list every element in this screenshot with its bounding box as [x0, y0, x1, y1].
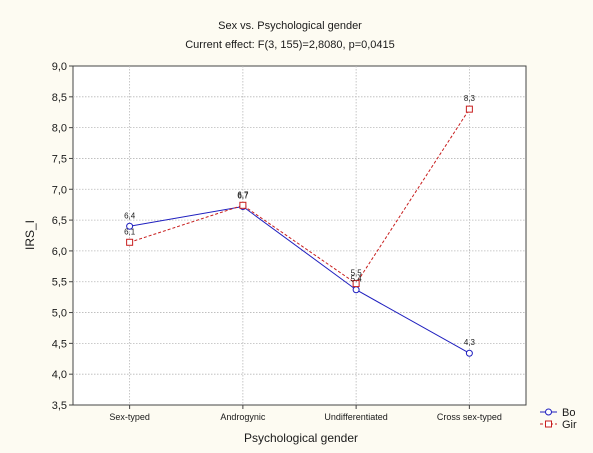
y-tick-label: 4,5: [52, 338, 67, 350]
y-tick-label: 5,5: [52, 277, 67, 289]
data-point: [352, 280, 360, 288]
chart-subtitle: Current effect: F(3, 155)=2,8080, p=0,04…: [185, 39, 395, 51]
data-label: 6,7: [237, 192, 249, 201]
data-point: [465, 349, 473, 357]
data-point: [126, 222, 134, 230]
legend-marker: [545, 420, 552, 428]
data-labels: 6,46,75,44,36,16,75,58,3: [124, 94, 475, 347]
data-point: [126, 238, 134, 246]
x-tick-label: Sex-typed: [109, 412, 150, 422]
data-label: 6,4: [124, 211, 136, 220]
y-tick-label: 4,0: [52, 369, 67, 381]
data-label: 5,4: [351, 275, 363, 284]
x-axis-ticks: Sex-typed Androgynic Undifferentiated Cross…: [109, 405, 502, 422]
y-tick-label: 9,0: [52, 61, 67, 73]
x-tick-label: Cross sex-typed: [437, 412, 502, 422]
legend-label: Bo: [562, 407, 575, 419]
y-tick-label: 6,5: [52, 215, 67, 227]
x-axis-title: Psychological gender: [244, 431, 358, 445]
chart-title: Sex vs. Psychological gender: [218, 20, 362, 32]
y-tick-label: 7,5: [52, 153, 67, 165]
y-axis-title: IRS_I: [23, 220, 37, 250]
data-label: 6,7: [237, 190, 249, 199]
data-point: [352, 286, 360, 294]
legend-marker: [545, 408, 552, 416]
data-label: 6,1: [124, 227, 136, 236]
series-line: [129, 206, 470, 354]
y-axis-ticks: 3,5 4,0 4,5 5,0 5,5 6,0 6,5 7,0 7,5 8,0 8,5 9,0: [52, 61, 73, 412]
plot-area: [72, 65, 527, 406]
data-label: 4,3: [464, 338, 476, 347]
y-tick-label: 7,0: [52, 184, 67, 196]
data-label: 8,3: [464, 94, 476, 103]
series-lines: [126, 105, 473, 357]
y-tick-label: 8,5: [52, 92, 67, 104]
x-tick-label: Androgynic: [220, 412, 266, 422]
data-label: 5,5: [351, 269, 363, 278]
y-tick-label: 8,0: [52, 123, 67, 135]
y-tick-label: 3,5: [52, 400, 67, 412]
series-line: [129, 108, 470, 285]
grid: [73, 66, 526, 405]
x-tick-label: Undifferentiated: [324, 412, 387, 422]
data-point: [465, 105, 473, 113]
y-tick-label: 5,0: [52, 308, 67, 320]
legend-label: Gir: [562, 419, 577, 431]
data-point: [239, 201, 247, 209]
y-tick-label: 6,0: [52, 246, 67, 258]
